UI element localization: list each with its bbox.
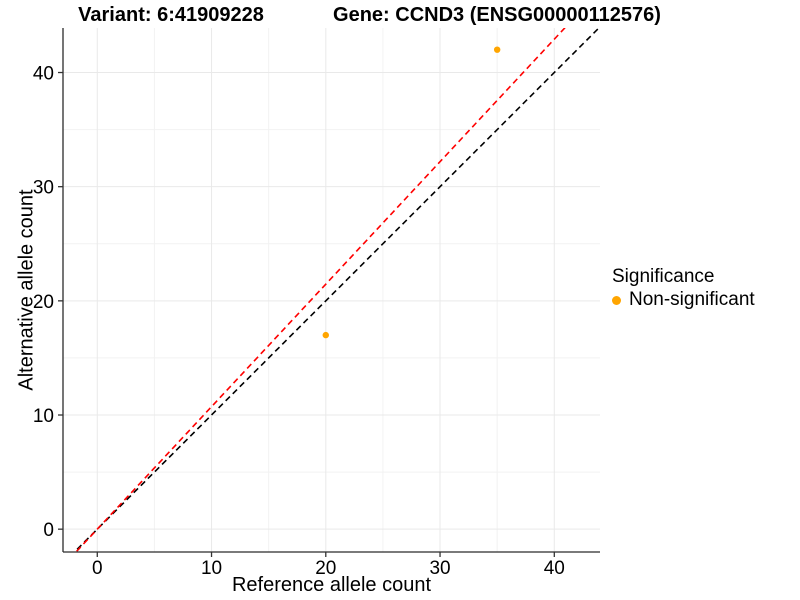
x-tick-label: 10 bbox=[201, 558, 222, 579]
legend-item-non-significant: Non-significant bbox=[612, 289, 755, 311]
x-tick-label: 30 bbox=[429, 558, 450, 579]
legend-point-icon bbox=[612, 295, 621, 305]
y-tick-label: 40 bbox=[33, 64, 54, 85]
y-axis-label: Alternative allele count bbox=[15, 189, 38, 391]
data-point bbox=[493, 46, 501, 53]
legend-title: Significance bbox=[612, 266, 715, 287]
x-axis-label: Reference allele count bbox=[231, 574, 431, 596]
x-tick-label: 20 bbox=[315, 558, 336, 579]
legend-item-label: Non-significant bbox=[629, 289, 755, 310]
identity-line bbox=[73, 28, 600, 552]
variant-title: Variant: 6:41909228 bbox=[78, 4, 264, 26]
fitted-proportion-line bbox=[74, 28, 566, 552]
y-tick-label: 20 bbox=[33, 292, 54, 313]
x-tick-label: 40 bbox=[544, 558, 565, 579]
y-tick-label: 0 bbox=[43, 520, 54, 541]
significance-legend: Significance Non-significant bbox=[612, 266, 755, 311]
data-point bbox=[322, 331, 329, 339]
y-tick-label: 30 bbox=[33, 178, 54, 199]
y-tick-label: 10 bbox=[33, 406, 54, 427]
gene-title: Gene: CCND3 (ENSG00000112576) bbox=[333, 4, 661, 26]
x-tick-label: 0 bbox=[92, 558, 103, 579]
